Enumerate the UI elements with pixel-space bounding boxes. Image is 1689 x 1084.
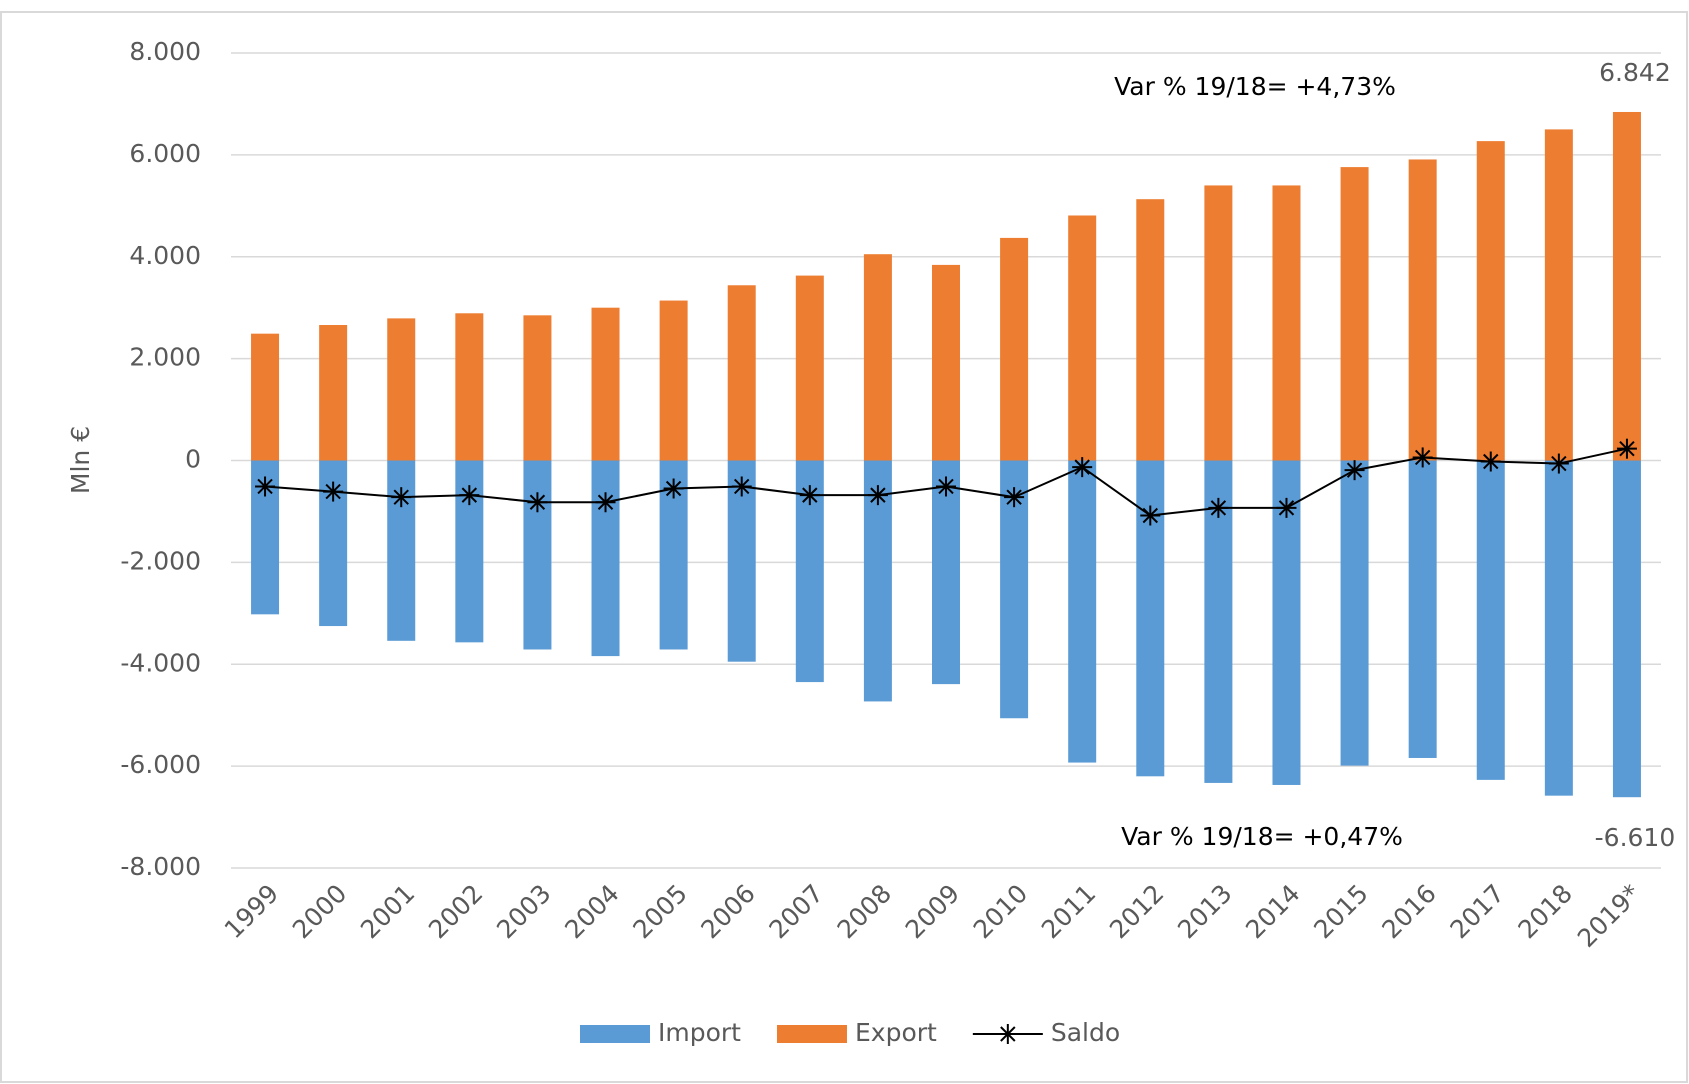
legend-swatch bbox=[580, 1025, 650, 1043]
bar bbox=[591, 460, 620, 657]
bar bbox=[1612, 111, 1641, 461]
line-marker bbox=[595, 492, 616, 513]
line-marker bbox=[799, 485, 820, 506]
bar bbox=[1340, 460, 1369, 766]
y-tick-label: 2.000 bbox=[129, 343, 201, 372]
line-marker bbox=[391, 487, 412, 508]
bar bbox=[1000, 237, 1029, 461]
marker-stroke bbox=[1000, 1026, 1016, 1042]
chart-border bbox=[0, 11, 1688, 1083]
line-marker bbox=[997, 1024, 1018, 1044]
marker-stroke bbox=[257, 478, 273, 495]
bar bbox=[523, 315, 552, 461]
bar bbox=[1544, 129, 1573, 461]
line-marker bbox=[1480, 451, 1501, 472]
bar bbox=[1136, 199, 1165, 461]
y-tick-label: 0 bbox=[185, 445, 201, 474]
annotation: Var % 19/18= +0,47% bbox=[1121, 822, 1403, 851]
bar bbox=[1068, 460, 1097, 763]
marker-stroke bbox=[870, 487, 886, 503]
legend-label: Export bbox=[855, 1018, 937, 1047]
line-marker bbox=[867, 485, 888, 506]
bar bbox=[1340, 167, 1369, 461]
marker-stroke bbox=[938, 478, 954, 495]
line-marker bbox=[1616, 438, 1637, 459]
annotation: Var % 19/18= +4,73% bbox=[1114, 72, 1396, 101]
bar bbox=[387, 318, 416, 461]
y-tick-label: 6.000 bbox=[129, 139, 201, 168]
line-marker bbox=[1208, 497, 1229, 518]
marker-stroke bbox=[1142, 507, 1158, 524]
marker-stroke bbox=[1483, 453, 1499, 470]
bar bbox=[863, 254, 892, 461]
marker-stroke bbox=[1346, 462, 1363, 478]
bar bbox=[1544, 460, 1573, 796]
bar bbox=[1612, 460, 1641, 798]
line-marker bbox=[1276, 497, 1297, 518]
y-tick-label: -6.000 bbox=[120, 750, 201, 779]
bar bbox=[795, 275, 824, 461]
bar bbox=[1408, 159, 1437, 461]
line-marker bbox=[1072, 457, 1093, 478]
marker-stroke bbox=[665, 480, 682, 497]
marker-stroke bbox=[1210, 500, 1227, 516]
line-marker bbox=[459, 485, 480, 506]
bar bbox=[932, 460, 960, 685]
legend-label: Saldo bbox=[1051, 1018, 1120, 1047]
legend-swatch bbox=[776, 1025, 847, 1043]
marker-stroke bbox=[1278, 500, 1295, 516]
y-tick-label: 8.000 bbox=[129, 37, 201, 66]
y-axis-label: Mln € bbox=[66, 426, 95, 494]
bar bbox=[591, 307, 620, 461]
bar bbox=[251, 333, 280, 461]
line-marker bbox=[1140, 505, 1161, 526]
bar bbox=[727, 285, 756, 461]
marker-stroke bbox=[1414, 449, 1431, 466]
marker-stroke bbox=[325, 483, 341, 500]
marker-stroke bbox=[597, 494, 614, 510]
line-marker bbox=[255, 476, 276, 497]
marker-stroke bbox=[529, 494, 546, 510]
line-marker bbox=[527, 492, 548, 513]
line-marker bbox=[936, 476, 956, 497]
y-tick-label: 4.000 bbox=[129, 241, 201, 270]
bar bbox=[523, 460, 552, 650]
bar bbox=[455, 313, 484, 461]
bar bbox=[1476, 460, 1505, 780]
bar bbox=[932, 264, 960, 461]
line-marker bbox=[1412, 447, 1433, 468]
marker-stroke bbox=[734, 478, 750, 495]
bar bbox=[1408, 460, 1437, 758]
bar bbox=[319, 325, 348, 461]
bar bbox=[1476, 141, 1505, 461]
legend-label: Import bbox=[658, 1018, 741, 1047]
bar bbox=[659, 300, 688, 461]
marker-stroke bbox=[1006, 489, 1022, 505]
line-marker bbox=[731, 476, 752, 497]
marker-stroke bbox=[802, 487, 818, 503]
line-marker bbox=[1004, 487, 1025, 508]
line-marker bbox=[323, 481, 344, 502]
line-marker bbox=[663, 478, 684, 499]
marker-stroke bbox=[393, 489, 409, 505]
y-tick-label: -2.000 bbox=[120, 546, 201, 575]
y-tick-label: -8.000 bbox=[120, 852, 201, 881]
marker-stroke bbox=[1074, 459, 1090, 475]
marker-stroke bbox=[1551, 455, 1567, 472]
data-label: 6.842 bbox=[1599, 58, 1671, 87]
y-tick-label: -4.000 bbox=[120, 648, 201, 677]
line-marker bbox=[1548, 453, 1569, 474]
bar bbox=[1068, 215, 1097, 461]
bar bbox=[1272, 185, 1301, 461]
bar bbox=[1204, 185, 1233, 461]
data-label: -6.610 bbox=[1595, 823, 1676, 852]
marker-stroke bbox=[461, 487, 478, 503]
line-marker bbox=[1344, 460, 1365, 481]
marker-stroke bbox=[1619, 440, 1635, 457]
